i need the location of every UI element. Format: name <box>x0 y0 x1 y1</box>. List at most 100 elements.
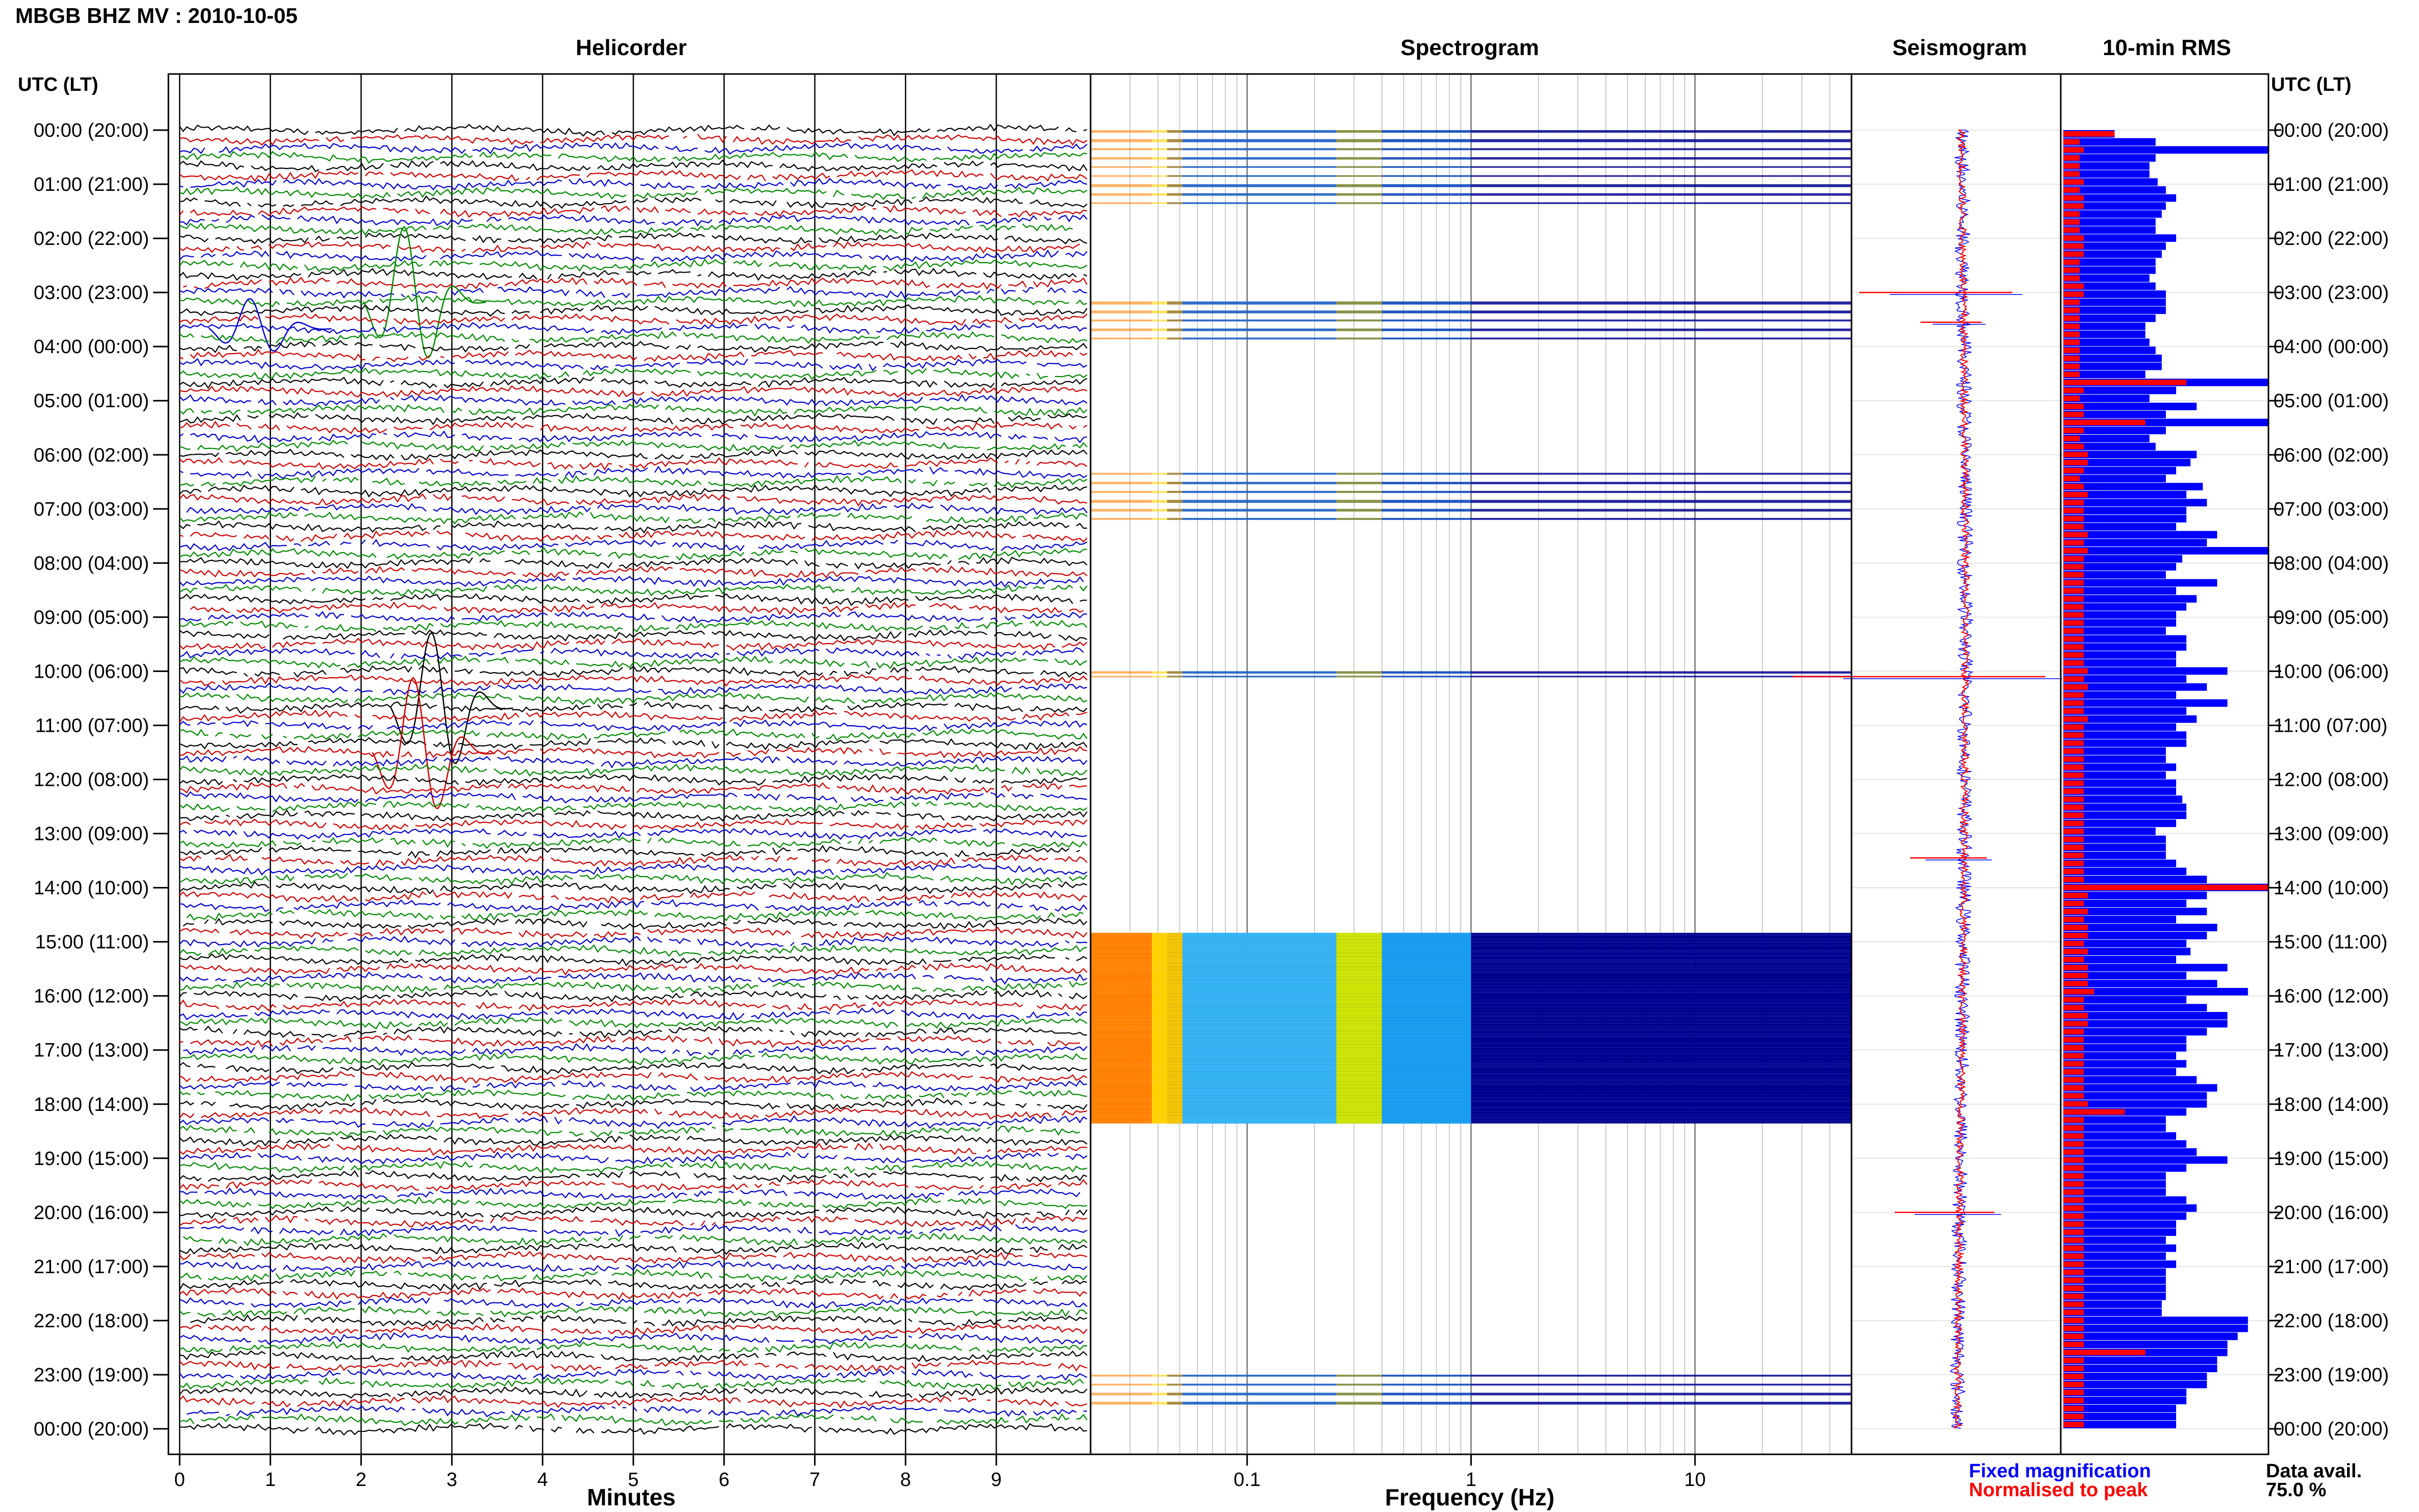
rms-bar-fixed <box>2063 1004 2207 1012</box>
rms-bar-normalised <box>2063 467 2084 474</box>
spectrogram-low-freq <box>1091 963 1152 968</box>
spectrogram-low-freq <box>1091 1095 1152 1100</box>
rms-bar-normalised <box>2063 380 2187 385</box>
rms-bar-fixed <box>2063 876 2207 883</box>
spectrogram-mid-freq <box>1182 310 1337 314</box>
rms-bar-fixed <box>2063 515 2187 523</box>
legend-normalised-to-peak: Normalised to peak <box>1969 1479 2148 1501</box>
time-label-left: 07:00 (03:00) <box>34 499 149 520</box>
rms-bar-fixed <box>2063 1220 2177 1228</box>
time-label-right: 21:00 (17:00) <box>2274 1256 2389 1278</box>
rms-bar-fixed <box>2063 795 2183 803</box>
time-label-right: 12:00 (08:00) <box>2274 770 2389 791</box>
rms-bar-normalised <box>2063 852 2084 858</box>
spectrogram-line <box>1167 953 1852 959</box>
spectrogram-low-freq <box>1152 977 1182 982</box>
rms-bar-normalised <box>2063 1213 2084 1219</box>
time-label-right: 00:00 (20:00) <box>2274 1419 2389 1440</box>
spectrogram-mid-freq <box>1182 932 1337 938</box>
rms-bar-fixed <box>2063 1276 2166 1284</box>
rms-bar-normalised <box>2063 1141 2084 1147</box>
helicorder-trace <box>179 647 1084 660</box>
helicorder-trace <box>179 583 1088 597</box>
helicorder-trace <box>179 1297 1088 1309</box>
helicorder-trace <box>179 1071 1088 1084</box>
helicorder-trace <box>179 1107 1088 1120</box>
helicorder-trace <box>179 927 1088 939</box>
rms-bar-normalised <box>2063 796 2084 802</box>
rms-bar-normalised <box>2063 724 2084 730</box>
rms-bar-normalised <box>2063 484 2084 489</box>
spectrogram-low-freq <box>1152 1078 1182 1083</box>
spectrogram-high-freq <box>1381 517 1471 520</box>
helicorder-trace <box>179 1179 1088 1192</box>
spectrogram-dominant-band <box>1336 1078 1382 1083</box>
spectrogram-high-freq <box>1381 977 1471 982</box>
helicorder-trace <box>179 989 1088 1003</box>
time-label-left: 23:00 (19:00) <box>34 1365 149 1386</box>
rms-bar-fixed <box>2063 1212 2187 1220</box>
spectrogram-mid-freq <box>1182 1095 1337 1100</box>
helicorder-trace <box>179 1160 1088 1174</box>
spectrogram-low-freq <box>1152 1048 1182 1053</box>
legend-fixed-magnification: Fixed magnification <box>1969 1460 2151 1482</box>
helicorder-trace <box>179 881 1088 895</box>
utc-label-right: UTC (LT) <box>2271 74 2352 95</box>
helicorder-trace <box>179 1287 1088 1300</box>
rms-bar-normalised <box>2063 572 2084 578</box>
spectrogram-dominant-band <box>1336 1088 1382 1095</box>
rms-bar-normalised <box>2063 636 2084 642</box>
rms-bar-fixed <box>2063 907 2207 915</box>
spectrogram-low-freq <box>1091 1061 1152 1065</box>
rms-bar-normalised <box>2063 676 2084 682</box>
rms-bar-fixed <box>2063 1180 2166 1188</box>
spectrogram-high-freq <box>1381 1044 1471 1051</box>
spectrogram-line <box>1167 939 1852 945</box>
spectrogram-dominant-band <box>1336 202 1382 204</box>
rms-bar-normalised <box>2063 1414 2084 1420</box>
rms-bar-fixed <box>2063 820 2177 827</box>
rms-bar-fixed <box>2063 1228 2177 1236</box>
spectrogram-xtick-label: 0.1 <box>1233 1469 1261 1491</box>
rms-bar-normalised <box>2063 187 2080 193</box>
time-label-left: 06:00 (02:00) <box>34 444 149 466</box>
spectrogram-low-freq <box>1152 337 1182 340</box>
rms-bar-normalised <box>2063 283 2084 289</box>
helicorder-trace <box>179 1052 1088 1066</box>
rms-bar-normalised <box>2063 780 2084 786</box>
helicorder-trace <box>179 1025 1088 1038</box>
rms-bar-normalised <box>2063 395 2080 402</box>
rms-bar-normalised <box>2063 748 2084 754</box>
rms-bar-normalised <box>2063 772 2084 778</box>
spectrogram-low-freq <box>1152 130 1182 133</box>
spectrogram-dominant-band <box>1336 1401 1382 1405</box>
rms-bar-normalised <box>2063 1245 2084 1251</box>
spectrogram-low-freq <box>1152 1119 1182 1124</box>
spectrogram-high-freq <box>1381 1058 1471 1062</box>
spectrogram-low-freq <box>1091 1024 1152 1028</box>
spectrogram-line <box>1167 959 1852 965</box>
spectrogram-dominant-band <box>1336 953 1382 959</box>
spectrogram-dominant-band <box>1336 1037 1382 1043</box>
spectrogram-line <box>1167 1021 1852 1026</box>
spectrogram-low-freq <box>1091 202 1152 204</box>
rms-bar-fixed <box>2063 787 2177 795</box>
rms-bar-fixed <box>2063 394 2150 403</box>
time-label-left: 09:00 (05:00) <box>34 607 149 628</box>
rms-bar-fixed <box>2063 939 2187 948</box>
rms-bar-normalised <box>2063 652 2084 658</box>
time-label-right: 11:00 (07:00) <box>2274 715 2387 736</box>
spectrogram-dominant-band <box>1336 500 1382 503</box>
spectrogram-line <box>1167 963 1852 968</box>
rms-bar-fixed <box>2063 1124 2166 1132</box>
rms-bar-fixed <box>2063 242 2166 250</box>
spectrogram-line <box>1167 1105 1852 1111</box>
rms-bar-normalised <box>2063 588 2084 594</box>
spectrogram-low-freq <box>1152 1102 1182 1107</box>
spectrogram-low-freq <box>1152 966 1182 971</box>
spectrogram-high-freq <box>1381 973 1471 979</box>
spectrogram-line <box>1167 977 1852 982</box>
rms-bar-normalised <box>2063 1342 2084 1347</box>
spectrogram-high-freq <box>1381 983 1471 989</box>
helicorder-trace <box>179 935 1088 949</box>
